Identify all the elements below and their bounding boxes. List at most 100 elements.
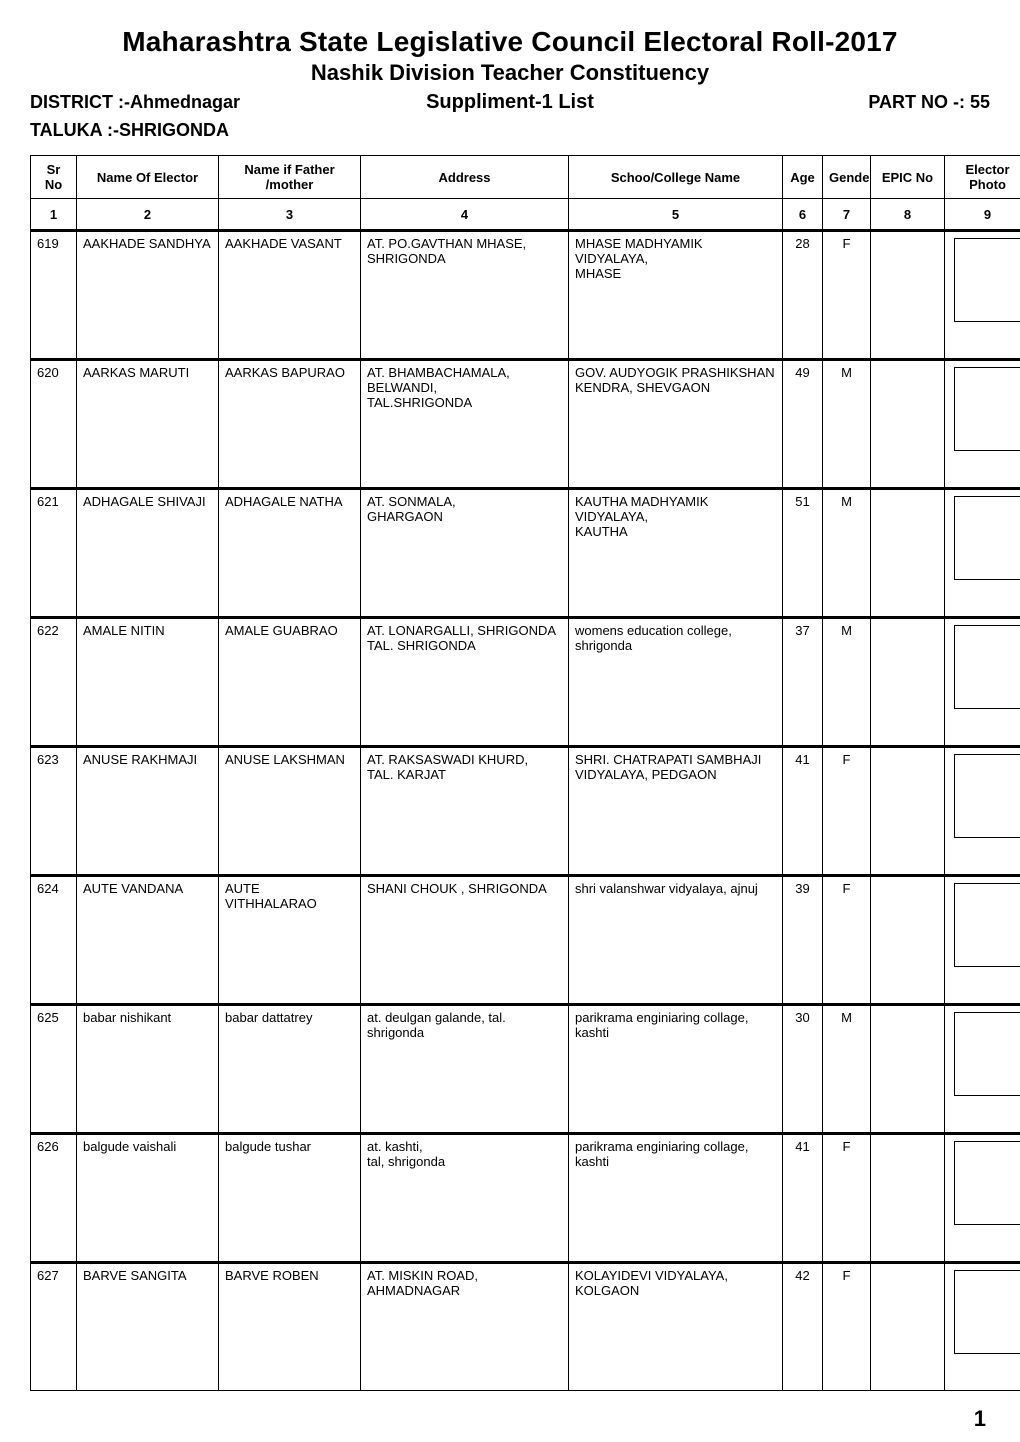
cell-address-line: AT. RAKSASWADI KHURD, (367, 752, 562, 767)
cell-age: 49 (783, 360, 823, 489)
table-row: 624AUTE VANDANAAUTE VITHHALARAOSHANI CHO… (31, 876, 1020, 1005)
cell-address: AT. SONMALA,GHARGAON (361, 489, 569, 618)
cell-school-line: KENDRA, SHEVGAON (575, 380, 776, 395)
taluka-label: TALUKA :-SHRIGONDA (30, 120, 990, 141)
col-header-age: Age (783, 156, 823, 199)
part-no-label: PART NO -: 55 (868, 92, 990, 113)
page-number: 1 (974, 1406, 986, 1432)
col-num: 5 (569, 199, 783, 231)
cell-age: 41 (783, 747, 823, 876)
cell-gender: F (823, 1134, 871, 1263)
cell-epic (871, 747, 945, 876)
table-row: 623ANUSE RAKHMAJIANUSE LAKSHMANAT. RAKSA… (31, 747, 1020, 876)
cell-address-line: at. kashti, (367, 1139, 562, 1154)
cell-srno: 624 (31, 876, 77, 1005)
cell-epic (871, 618, 945, 747)
cell-address-line: GHARGAON (367, 509, 562, 524)
cell-photo (945, 231, 1020, 360)
cell-school-line: GOV. AUDYOGIK PRASHIKSHAN (575, 365, 776, 380)
col-num: 4 (361, 199, 569, 231)
cell-photo (945, 1263, 1020, 1391)
col-num: 8 (871, 199, 945, 231)
cell-father: AMALE GUABRAO (219, 618, 361, 747)
cell-father: balgude tushar (219, 1134, 361, 1263)
cell-name: ANUSE RAKHMAJI (77, 747, 219, 876)
cell-school-line: shri valanshwar vidyalaya, ajnuj (575, 881, 776, 896)
cell-age: 41 (783, 1134, 823, 1263)
cell-srno: 619 (31, 231, 77, 360)
cell-father: AAKHADE VASANT (219, 231, 361, 360)
cell-srno: 626 (31, 1134, 77, 1263)
table-row: 627BARVE SANGITABARVE ROBENAT. MISKIN RO… (31, 1263, 1020, 1391)
cell-epic (871, 1134, 945, 1263)
cell-school: parikrama enginiaring collage, kashti (569, 1005, 783, 1134)
col-header-epic: EPIC No (871, 156, 945, 199)
cell-school-line: VIDYALAYA, PEDGAON (575, 767, 776, 782)
cell-school-line: womens education college, shrigonda (575, 623, 776, 653)
table-row: 625babar nishikantbabar dattatreyat. deu… (31, 1005, 1020, 1134)
cell-address: SHANI CHOUK , SHRIGONDA (361, 876, 569, 1005)
cell-epic (871, 489, 945, 618)
photo-placeholder (954, 238, 1020, 322)
cell-address: AT. RAKSASWADI KHURD,TAL. KARJAT (361, 747, 569, 876)
cell-address-line: TAL. KARJAT (367, 767, 562, 782)
cell-gender: M (823, 1005, 871, 1134)
cell-photo (945, 1005, 1020, 1134)
photo-placeholder (954, 754, 1020, 838)
cell-school-line: SHRI. CHATRAPATI SAMBHAJI (575, 752, 776, 767)
col-header-school: Schoo/College Name (569, 156, 783, 199)
cell-school-line: MHASE MADHYAMIK VIDYALAYA, (575, 236, 776, 266)
cell-address-line: AT. BHAMBACHAMALA, (367, 365, 562, 380)
cell-father: BARVE ROBEN (219, 1263, 361, 1391)
cell-school: KOLAYIDEVI VIDYALAYA, KOLGAON (569, 1263, 783, 1391)
cell-age: 51 (783, 489, 823, 618)
electoral-roll-table: Sr No Name Of Elector Name if Father /mo… (30, 155, 1020, 1391)
col-num: 1 (31, 199, 77, 231)
col-num: 3 (219, 199, 361, 231)
cell-age: 30 (783, 1005, 823, 1134)
page: Maharashtra State Legislative Council El… (0, 0, 1020, 1442)
cell-address-line: AHMADNAGAR (367, 1283, 562, 1298)
table-row: 620AARKAS MARUTIAARKAS BAPURAOAT. BHAMBA… (31, 360, 1020, 489)
cell-school-line: parikrama enginiaring collage, kashti (575, 1139, 776, 1169)
cell-age: 28 (783, 231, 823, 360)
table-body: 619AAKHADE SANDHYAAAKHADE VASANTAT. PO.G… (31, 231, 1020, 1391)
photo-placeholder (954, 625, 1020, 709)
cell-name: BARVE SANGITA (77, 1263, 219, 1391)
cell-address-line: at. deulgan galande, tal. shrigonda (367, 1010, 562, 1040)
cell-name: ADHAGALE SHIVAJI (77, 489, 219, 618)
cell-gender: M (823, 618, 871, 747)
district-label: DISTRICT :-Ahmednagar (30, 92, 240, 113)
cell-name: balgude vaishali (77, 1134, 219, 1263)
cell-gender: F (823, 1263, 871, 1391)
title-main: Maharashtra State Legislative Council El… (30, 26, 990, 58)
cell-school-line: KAUTHA MADHYAMIK VIDYALAYA, (575, 494, 776, 524)
cell-age: 39 (783, 876, 823, 1005)
cell-gender: F (823, 876, 871, 1005)
cell-school: MHASE MADHYAMIK VIDYALAYA,MHASE (569, 231, 783, 360)
cell-school: womens education college, shrigonda (569, 618, 783, 747)
cell-father: ADHAGALE NATHA (219, 489, 361, 618)
cell-school: KAUTHA MADHYAMIK VIDYALAYA,KAUTHA (569, 489, 783, 618)
cell-address-line: TAL. SHRIGONDA (367, 638, 562, 653)
cell-father: AUTE VITHHALARAO (219, 876, 361, 1005)
cell-srno: 622 (31, 618, 77, 747)
cell-epic (871, 360, 945, 489)
col-num: 6 (783, 199, 823, 231)
cell-address-line: AT. PO.GAVTHAN MHASE, (367, 236, 562, 251)
cell-school-line: KAUTHA (575, 524, 776, 539)
photo-placeholder (954, 1141, 1020, 1225)
cell-epic (871, 1005, 945, 1134)
col-header-father: Name if Father /mother (219, 156, 361, 199)
photo-placeholder (954, 367, 1020, 451)
table-row: 626balgude vaishalibalgude tushar at. kas… (31, 1134, 1020, 1263)
cell-epic (871, 1263, 945, 1391)
photo-placeholder (954, 883, 1020, 967)
cell-address: AT. PO.GAVTHAN MHASE,SHRIGONDA (361, 231, 569, 360)
photo-placeholder (954, 1270, 1020, 1354)
cell-school: GOV. AUDYOGIK PRASHIKSHANKENDRA, SHEVGAO… (569, 360, 783, 489)
cell-name: AARKAS MARUTI (77, 360, 219, 489)
photo-placeholder (954, 496, 1020, 580)
cell-address-line: tal, shrigonda (367, 1154, 562, 1169)
cell-school: SHRI. CHATRAPATI SAMBHAJIVIDYALAYA, PEDG… (569, 747, 783, 876)
